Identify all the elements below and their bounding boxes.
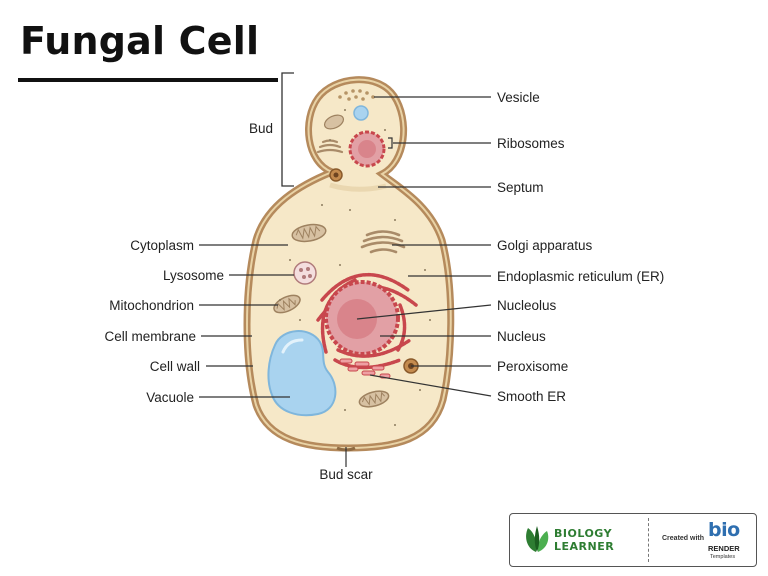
biorender-templates-text: Templates <box>710 554 735 560</box>
bud-peroxisome-core <box>334 173 339 178</box>
label-mitochondrion: Mitochondrion <box>109 298 194 313</box>
bud-bracket <box>282 73 294 186</box>
label-nucleolus: Nucleolus <box>497 298 557 313</box>
label-septum: Septum <box>497 180 544 195</box>
biorender-logo: bio <box>708 519 740 541</box>
footer-branding: BIOLOGY LEARNER Created with bio RENDER … <box>509 513 757 567</box>
label-vacuole: Vacuole <box>146 390 194 405</box>
brand-name-line2: LEARNER <box>554 540 614 553</box>
label-lysosome: Lysosome <box>163 268 224 283</box>
label-smooth-er: Smooth ER <box>497 389 566 404</box>
brand-name-line1: BIOLOGY <box>554 527 612 540</box>
leaf-logo-icon <box>522 524 552 554</box>
label-vesicle: Vesicle <box>497 90 540 105</box>
bud-vacuole <box>354 106 368 120</box>
label-bud-scar: Bud scar <box>319 467 373 482</box>
label-cytoplasm: Cytoplasm <box>130 238 194 253</box>
label-peroxisome: Peroxisome <box>497 359 568 374</box>
footer-divider <box>648 518 649 562</box>
lysosome <box>294 262 316 284</box>
label-bud: Bud <box>249 121 273 136</box>
label-endoplasmic-reticulum: Endoplasmic reticulum (ER) <box>497 269 664 284</box>
label-cell-wall: Cell wall <box>150 359 200 374</box>
label-ribosomes: Ribosomes <box>497 136 565 151</box>
label-nucleus: Nucleus <box>497 329 546 344</box>
label-golgi-apparatus: Golgi apparatus <box>497 238 593 253</box>
label-cell-membrane: Cell membrane <box>104 329 196 344</box>
created-with-text: Created with <box>662 535 704 542</box>
biorender-render-text: RENDER <box>708 544 740 553</box>
bud-nucleolus <box>358 140 376 158</box>
